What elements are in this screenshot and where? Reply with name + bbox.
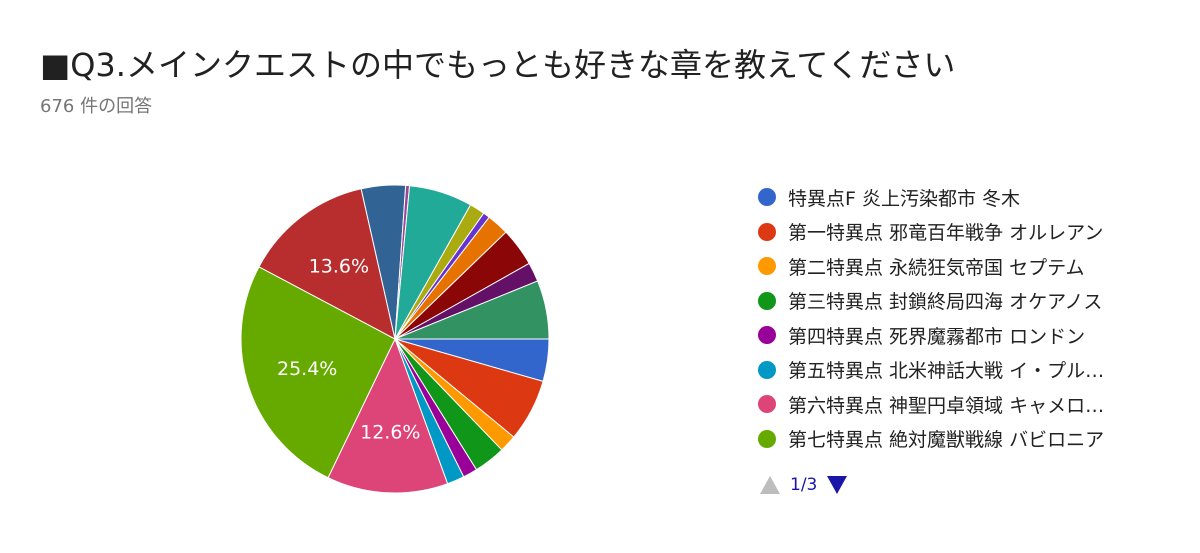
response-count: 676 件の回答 [40,96,153,117]
previous-page-icon [760,476,780,494]
next-page-icon[interactable] [827,476,848,494]
legend-label: 第七特異点 絶対魔獣戦線 バビロニア [788,429,1105,452]
page-indicator: 1/3 [790,475,818,495]
legend-swatch [758,360,776,379]
pie-slice [394,280,550,340]
legend-swatch [758,395,776,414]
legend-swatch [758,222,776,241]
slice-label: 13.6% [309,256,369,278]
legend: 特異点F 炎上汚染都市 冬木第一特異点 邪竜百年戦争 オルレアン 第二特異点 永続… [758,180,1158,456]
legend-label: 第二特異点 永続狂気帝国 セプテム [788,256,1085,279]
legend-item: 特異点F 炎上汚染都市 冬木 [758,180,1158,215]
legend-swatch [758,257,776,276]
legend-label: 特異点F 炎上汚染都市 冬木 [788,187,1021,210]
pie-slice [240,266,396,479]
legend-item: 第五特異点 北米神話大戦 イ・プル… [758,353,1158,388]
pie-slice [327,337,449,494]
legend-swatch [758,326,776,345]
legend-swatch [758,291,776,310]
chart-title: ■Q3.メインクエストの中でもっとも好きな章を教えてください [40,46,956,84]
legend-item: 第四特異点 死界魔霧都市 ロンドン [758,318,1158,353]
pie-slice [258,188,396,340]
slice-label: 25.4% [277,358,337,380]
legend-label: 第四特異点 死界魔霧都市 ロンドン [788,325,1086,348]
legend-label: 第六特異点 神聖円卓領域 キャメロ… [788,394,1105,417]
legend-label: 第一特異点 邪竜百年戦争 オルレアン [788,222,1104,245]
legend-item: 第二特異点 永続狂気帝国 セプテム [758,249,1158,284]
legend-pager: 1/3 [760,472,848,498]
legend-item: 第三特異点 封鎖終局四海 オケアノス [758,284,1158,319]
legend-item: 第七特異点 絶対魔獣戦線 バビロニア [758,422,1158,457]
legend-label: 第三特異点 封鎖終局四海 オケアノス [788,291,1103,314]
slice-label: 12.6% [360,421,420,443]
legend-item: 第六特異点 神聖円卓領域 キャメロ… [758,387,1158,422]
legend-swatch [758,188,776,207]
legend-label: 第五特異点 北米神話大戦 イ・プル… [788,360,1105,383]
legend-swatch [758,429,776,448]
legend-item: 第一特異点 邪竜百年戦争 オルレアン [758,215,1158,250]
